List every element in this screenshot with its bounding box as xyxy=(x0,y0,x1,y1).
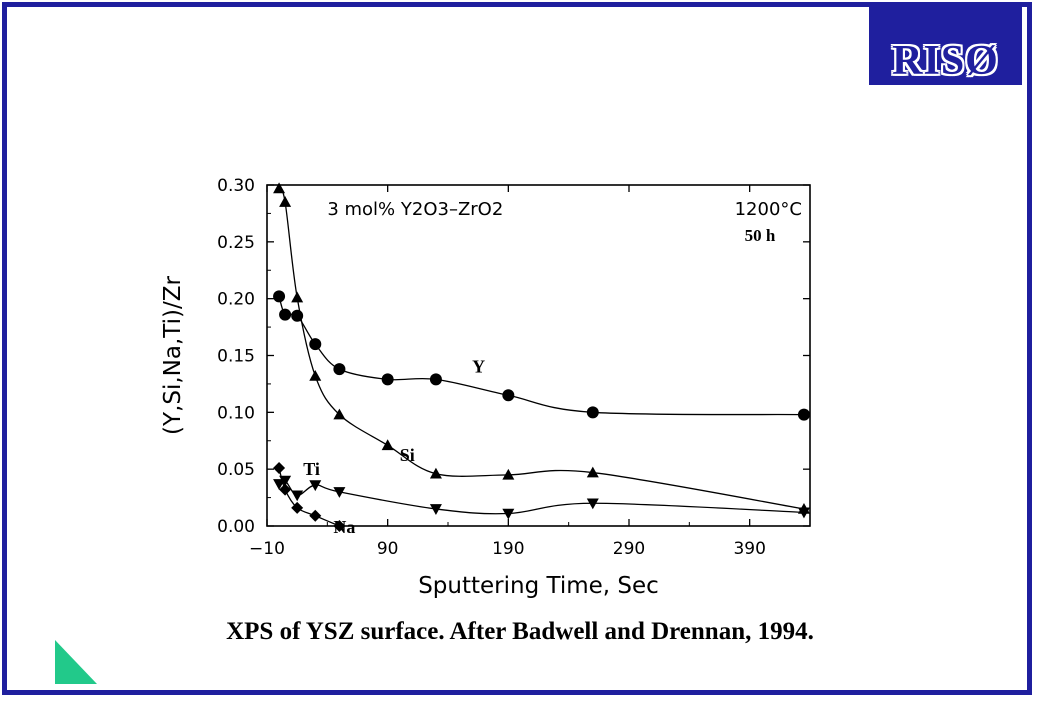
data-point-y xyxy=(333,363,346,376)
data-point-ti xyxy=(586,498,599,510)
slide-frame xyxy=(2,2,1032,695)
data-point-si xyxy=(502,468,515,480)
y-axis-label: (Y,Si,Na,Ti)/Zr xyxy=(160,276,186,435)
x-axis-label: Sputtering Time, Sec xyxy=(418,573,659,599)
series-line-si xyxy=(278,187,805,510)
accent-triangle xyxy=(55,640,97,684)
data-point-si xyxy=(333,408,346,420)
y-tick-label: 0.00 xyxy=(217,517,255,537)
data-point-ti xyxy=(797,507,810,519)
x-tick-label: 190 xyxy=(492,539,524,559)
data-point-si xyxy=(429,467,442,479)
x-tick-label: 390 xyxy=(733,539,765,559)
data-point-ti xyxy=(291,490,304,502)
data-point-si xyxy=(381,439,394,451)
plot-frame xyxy=(266,184,811,527)
temperature-annotation: 1200°C xyxy=(735,199,802,220)
series-label-ti: Ti xyxy=(303,459,320,479)
data-point-si xyxy=(273,182,286,194)
data-point-na xyxy=(333,520,346,532)
data-point-y xyxy=(279,308,292,321)
xps-chart: 0.00 0.05 0.10 0.15 0.20 0.25 0.30 −10 90 190 290 3… xyxy=(160,176,811,599)
data-point-y xyxy=(381,373,394,386)
y-tick-label: 0.05 xyxy=(217,460,255,480)
data-point-na xyxy=(291,501,304,514)
data-point-y xyxy=(309,338,322,351)
y-tick-label: 0.20 xyxy=(217,290,255,310)
logo-panel: RISØ xyxy=(869,7,1022,85)
data-point-y xyxy=(273,290,286,303)
data-point-y xyxy=(797,408,810,421)
y-tick-label: 0.15 xyxy=(217,347,255,367)
series-label-na: Na xyxy=(333,517,355,537)
data-point-na xyxy=(273,462,286,475)
data-point-ti xyxy=(429,504,442,515)
text-layer: 0.00 0.05 0.10 0.15 0.20 0.25 0.30 −10 90 190 290 3… xyxy=(160,176,802,599)
y-tick-label: 0.10 xyxy=(217,403,255,423)
chart-title: 3 mol% Y2O3–ZrO2 xyxy=(327,199,503,220)
data-point-si xyxy=(279,196,292,207)
data-point-y xyxy=(502,389,515,402)
series-line-ti xyxy=(278,479,804,515)
series-label-y: Y xyxy=(472,357,485,377)
y-tick-label: 0.25 xyxy=(217,233,255,253)
data-point-si xyxy=(309,369,322,381)
data-point-y xyxy=(429,373,442,386)
data-point-y xyxy=(586,406,599,419)
y-tick-label: 0.30 xyxy=(217,176,255,196)
data-point-ti xyxy=(333,487,346,498)
axes-layer xyxy=(266,184,811,527)
slide-caption: XPS of YSZ surface. After Badwell and Dr… xyxy=(226,618,814,645)
data-point-ti xyxy=(309,480,322,492)
accent-triangle-shape xyxy=(55,640,97,684)
data-point-si xyxy=(586,466,599,478)
data-point-ti xyxy=(502,508,515,520)
riso-logo: RISØ xyxy=(892,38,999,84)
x-tick-label: −10 xyxy=(249,539,285,559)
series-layer xyxy=(273,182,810,532)
data-point-na xyxy=(309,509,322,522)
data-point-si xyxy=(291,291,304,303)
x-tick-label: 290 xyxy=(613,539,645,559)
x-tick-label: 90 xyxy=(377,539,399,559)
time-annotation: 50 h xyxy=(745,226,776,245)
series-line-y xyxy=(278,296,804,416)
series-label-si: Si xyxy=(400,445,415,465)
data-point-na xyxy=(279,483,292,496)
